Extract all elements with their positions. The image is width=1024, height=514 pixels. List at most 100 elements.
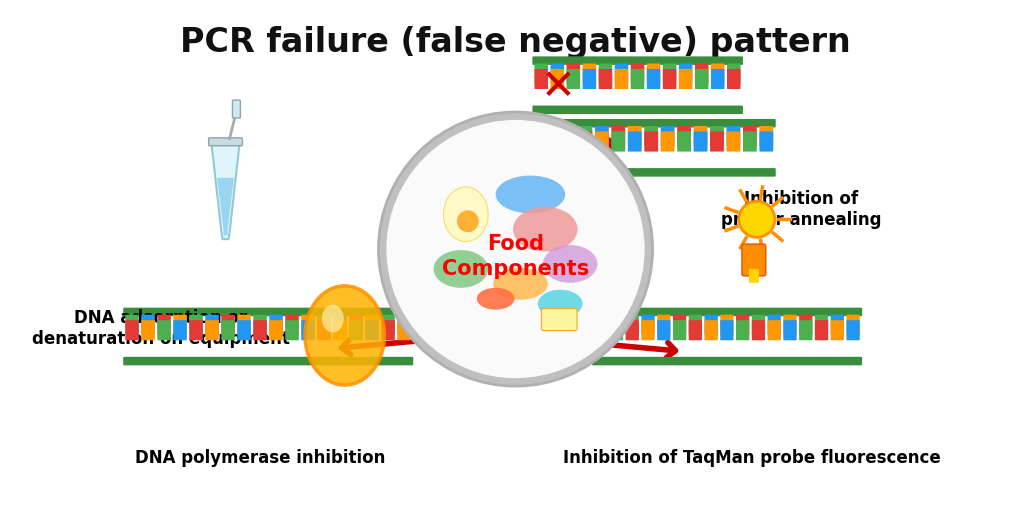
FancyBboxPatch shape [679, 63, 692, 84]
FancyBboxPatch shape [592, 357, 862, 365]
FancyBboxPatch shape [173, 320, 186, 340]
FancyBboxPatch shape [631, 63, 644, 84]
FancyBboxPatch shape [238, 315, 251, 335]
Ellipse shape [322, 305, 344, 333]
Text: PCR failure (false negative) pattern: PCR failure (false negative) pattern [180, 26, 851, 59]
FancyBboxPatch shape [141, 315, 155, 335]
Text: DNA adsorption or
denaturation on equipment: DNA adsorption or denaturation on equipm… [32, 309, 290, 348]
FancyBboxPatch shape [647, 69, 660, 89]
FancyBboxPatch shape [614, 69, 628, 89]
FancyBboxPatch shape [644, 126, 658, 146]
FancyBboxPatch shape [599, 69, 612, 89]
FancyBboxPatch shape [693, 132, 708, 152]
FancyBboxPatch shape [125, 320, 139, 340]
FancyBboxPatch shape [847, 320, 860, 340]
FancyBboxPatch shape [141, 320, 155, 340]
FancyBboxPatch shape [317, 320, 331, 340]
Ellipse shape [305, 286, 384, 385]
FancyBboxPatch shape [726, 126, 740, 146]
FancyBboxPatch shape [644, 132, 658, 152]
FancyBboxPatch shape [238, 320, 251, 340]
FancyBboxPatch shape [592, 308, 862, 316]
FancyBboxPatch shape [815, 315, 828, 335]
Text: Inhibition of TaqMan probe fluorescence: Inhibition of TaqMan probe fluorescence [563, 449, 941, 467]
FancyBboxPatch shape [562, 132, 575, 152]
FancyBboxPatch shape [726, 132, 740, 152]
FancyBboxPatch shape [752, 320, 765, 340]
FancyBboxPatch shape [583, 63, 596, 84]
FancyBboxPatch shape [727, 63, 740, 84]
FancyBboxPatch shape [206, 315, 219, 335]
FancyBboxPatch shape [599, 63, 612, 84]
FancyBboxPatch shape [611, 126, 626, 146]
FancyBboxPatch shape [830, 315, 844, 335]
FancyBboxPatch shape [511, 119, 776, 127]
FancyBboxPatch shape [749, 269, 759, 283]
FancyBboxPatch shape [253, 320, 267, 340]
FancyBboxPatch shape [532, 105, 743, 114]
FancyBboxPatch shape [631, 69, 644, 89]
FancyBboxPatch shape [334, 315, 347, 335]
FancyBboxPatch shape [158, 320, 171, 340]
FancyBboxPatch shape [511, 168, 776, 177]
FancyBboxPatch shape [847, 315, 860, 335]
FancyBboxPatch shape [657, 320, 671, 340]
FancyBboxPatch shape [657, 315, 671, 335]
Text: Food: Food [487, 234, 544, 254]
FancyBboxPatch shape [677, 132, 691, 152]
FancyBboxPatch shape [689, 320, 702, 340]
FancyBboxPatch shape [743, 132, 757, 152]
FancyBboxPatch shape [397, 320, 411, 340]
FancyBboxPatch shape [542, 308, 578, 331]
FancyBboxPatch shape [535, 63, 548, 84]
FancyBboxPatch shape [663, 63, 676, 84]
FancyBboxPatch shape [760, 132, 773, 152]
Ellipse shape [538, 290, 583, 318]
FancyBboxPatch shape [705, 320, 718, 340]
FancyBboxPatch shape [679, 69, 692, 89]
FancyBboxPatch shape [736, 315, 750, 335]
FancyBboxPatch shape [158, 315, 171, 335]
FancyBboxPatch shape [783, 315, 797, 335]
Ellipse shape [433, 250, 488, 288]
FancyBboxPatch shape [535, 69, 548, 89]
FancyBboxPatch shape [513, 126, 526, 146]
FancyBboxPatch shape [286, 320, 299, 340]
Circle shape [739, 201, 775, 237]
FancyBboxPatch shape [189, 320, 203, 340]
FancyBboxPatch shape [595, 132, 608, 152]
FancyBboxPatch shape [815, 320, 828, 340]
FancyBboxPatch shape [529, 132, 543, 152]
FancyBboxPatch shape [710, 126, 724, 146]
FancyBboxPatch shape [269, 320, 283, 340]
FancyBboxPatch shape [334, 320, 347, 340]
FancyBboxPatch shape [695, 69, 709, 89]
FancyBboxPatch shape [611, 132, 626, 152]
Ellipse shape [457, 210, 479, 232]
FancyBboxPatch shape [397, 315, 411, 335]
Ellipse shape [496, 176, 565, 213]
FancyBboxPatch shape [125, 315, 139, 335]
FancyBboxPatch shape [783, 320, 797, 340]
FancyBboxPatch shape [628, 126, 642, 146]
FancyBboxPatch shape [673, 320, 686, 340]
FancyBboxPatch shape [366, 320, 379, 340]
FancyBboxPatch shape [566, 69, 580, 89]
FancyBboxPatch shape [221, 315, 234, 335]
FancyBboxPatch shape [628, 132, 642, 152]
FancyBboxPatch shape [693, 126, 708, 146]
Text: ✕: ✕ [541, 66, 575, 108]
FancyBboxPatch shape [695, 63, 709, 84]
FancyBboxPatch shape [123, 357, 414, 365]
Text: DNA polymerase inhibition: DNA polymerase inhibition [135, 449, 385, 467]
FancyBboxPatch shape [705, 315, 718, 335]
FancyBboxPatch shape [286, 315, 299, 335]
FancyBboxPatch shape [799, 315, 812, 335]
FancyBboxPatch shape [663, 69, 676, 89]
FancyBboxPatch shape [752, 315, 765, 335]
FancyBboxPatch shape [529, 126, 543, 146]
FancyBboxPatch shape [123, 308, 414, 316]
FancyBboxPatch shape [546, 132, 559, 152]
FancyBboxPatch shape [641, 315, 654, 335]
Ellipse shape [543, 245, 597, 283]
